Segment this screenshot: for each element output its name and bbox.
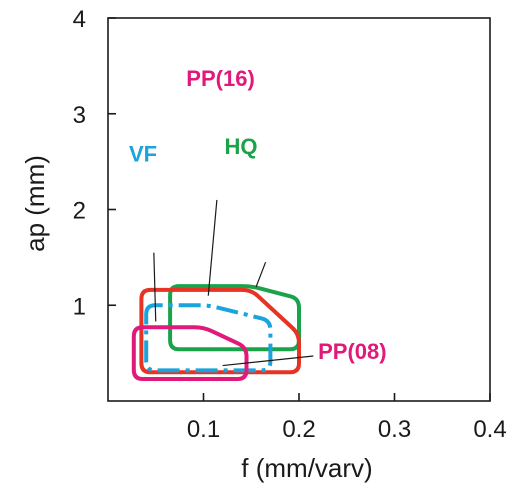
region-label-2: PP(16)	[186, 66, 254, 91]
x-tick-label-3: 0.3	[378, 416, 411, 443]
leader-line-2	[207, 199, 218, 296]
y-tick-label-4: 4	[73, 6, 86, 33]
y-tick-label-1: 1	[73, 293, 86, 320]
chart-marks	[131, 199, 314, 381]
leader-line-3	[153, 252, 157, 322]
region-label-1: HQ	[225, 134, 258, 159]
region-outline-1	[168, 284, 301, 352]
y-tick-label-2: 2	[73, 198, 86, 225]
region-label-4: PP(08)	[318, 339, 386, 364]
region-label-3: VF	[129, 142, 157, 167]
leader-line-1	[255, 261, 267, 288]
leader-line-4	[222, 355, 314, 367]
x-tick-label-2: 0.2	[282, 416, 315, 443]
x-tick-label-4: 0.4	[473, 416, 506, 443]
chart-axes: 0.1 0.2 0.3 0.4 1 2 3 4 f (mm/varv) ap (mm)	[20, 6, 507, 483]
x-tick-label-1: 0.1	[187, 416, 220, 443]
y-axis-title: ap (mm)	[20, 155, 50, 252]
region-outline-4	[131, 325, 249, 381]
chart-labels: HQ PP(16) VF PP(08)	[129, 66, 387, 364]
region-outline-3	[144, 303, 273, 373]
x-axis-title: f (mm/varv)	[241, 453, 372, 483]
y-tick-label-3: 3	[73, 102, 86, 129]
region-outline-2	[139, 287, 301, 375]
